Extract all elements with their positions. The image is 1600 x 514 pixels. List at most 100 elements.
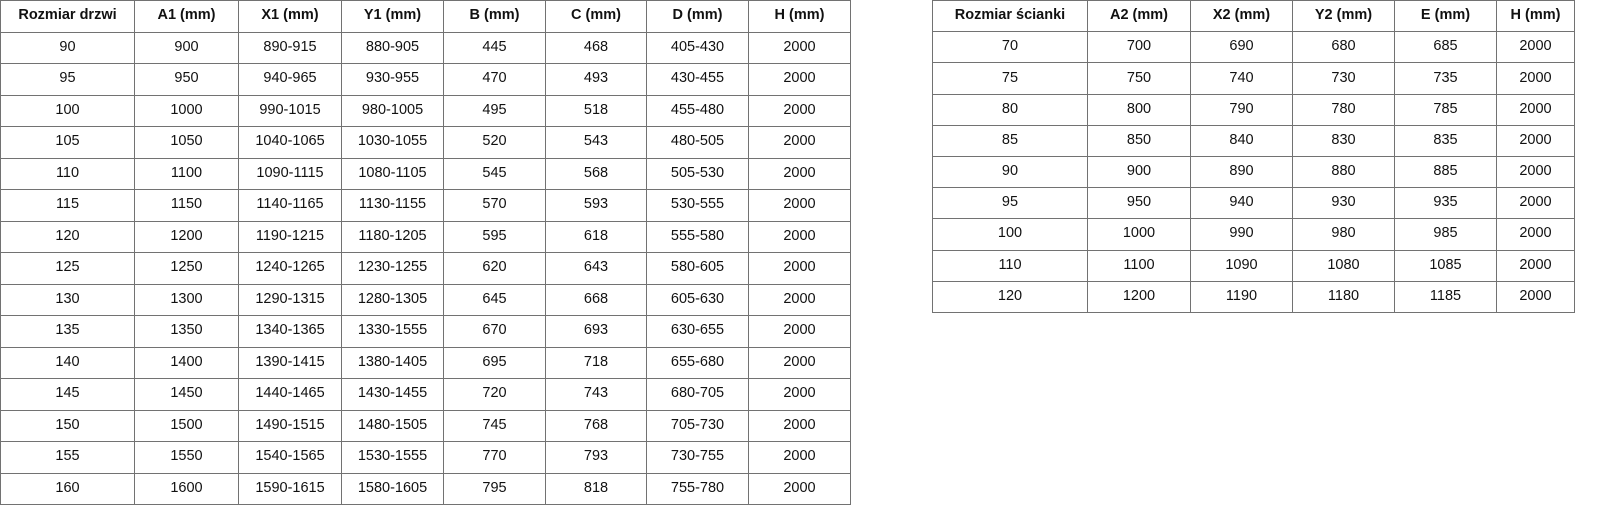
cell-a2: 950: [1087, 187, 1191, 220]
cell-c: 593: [545, 189, 647, 222]
cell-x2: 890: [1190, 155, 1293, 189]
cell-a1: 1100: [134, 157, 239, 190]
cell-h: 2000: [748, 126, 851, 159]
table-header-row: Rozmiar drzwi A1 (mm) X1 (mm) Y1 (mm) B …: [0, 0, 851, 33]
cell-a2: 800: [1087, 93, 1191, 126]
cell-size: 160: [0, 472, 135, 505]
table-row: 135 1350 1340-1365 1330-1555 670 693 630…: [0, 315, 851, 348]
cell-x1: 1490-1515: [238, 409, 342, 442]
column-header-b: B (mm): [443, 0, 546, 33]
cell-d: 480-505: [646, 126, 749, 159]
cell-c: 518: [545, 94, 647, 127]
cell-y2: 730: [1292, 62, 1395, 95]
cell-a2: 1200: [1087, 280, 1191, 313]
cell-x2: 840: [1190, 124, 1293, 157]
cell-y1: 1580-1605: [341, 472, 444, 505]
cell-d: 505-530: [646, 157, 749, 190]
cell-e: 685: [1394, 31, 1497, 64]
cell-b: 745: [443, 409, 546, 442]
cell-h: 2000: [748, 315, 851, 348]
cell-x1: 990-1015: [238, 94, 342, 127]
cell-h: 2000: [748, 472, 851, 505]
table-row: 80 800 790 780 785 2000: [932, 93, 1575, 126]
column-header-c: C (mm): [545, 0, 647, 33]
column-header-h: H (mm): [1496, 0, 1575, 33]
cell-y1: 1130-1155: [341, 189, 444, 222]
cell-e: 1185: [1394, 280, 1497, 313]
table-row: 160 1600 1590-1615 1580-1605 795 818 755…: [0, 472, 851, 505]
cell-h: 2000: [748, 189, 851, 222]
cell-x2: 1190: [1190, 280, 1293, 313]
cell-b: 445: [443, 31, 546, 64]
cell-h: 2000: [1496, 218, 1575, 251]
column-header-d: D (mm): [646, 0, 749, 33]
cell-y2: 980: [1292, 218, 1395, 251]
cell-a2: 850: [1087, 124, 1191, 157]
cell-a1: 1000: [134, 94, 239, 127]
cell-b: 545: [443, 157, 546, 190]
cell-y2: 680: [1292, 31, 1395, 64]
cell-y1: 1180-1205: [341, 220, 444, 253]
cell-b: 795: [443, 472, 546, 505]
cell-size: 85: [932, 124, 1088, 157]
cell-a1: 1350: [134, 315, 239, 348]
cell-y1: 980-1005: [341, 94, 444, 127]
cell-x1: 1590-1615: [238, 472, 342, 505]
cell-x1: 890-915: [238, 31, 342, 64]
cell-y1: 930-955: [341, 63, 444, 96]
column-header-h: H (mm): [748, 0, 851, 33]
cell-y1: 1330-1555: [341, 315, 444, 348]
cell-a1: 1450: [134, 378, 239, 411]
cell-a1: 1500: [134, 409, 239, 442]
cell-a1: 1050: [134, 126, 239, 159]
cell-x1: 1090-1115: [238, 157, 342, 190]
cell-y1: 1530-1555: [341, 441, 444, 474]
cell-size: 140: [0, 346, 135, 379]
cell-size: 155: [0, 441, 135, 474]
cell-size: 105: [0, 126, 135, 159]
cell-a2: 700: [1087, 31, 1191, 64]
table-row: 105 1050 1040-1065 1030-1055 520 543 480…: [0, 126, 851, 159]
cell-size: 100: [932, 218, 1088, 251]
cell-h: 2000: [748, 346, 851, 379]
table-row: 120 1200 1190-1215 1180-1205 595 618 555…: [0, 220, 851, 253]
cell-h: 2000: [1496, 93, 1575, 126]
table-row: 150 1500 1490-1515 1480-1505 745 768 705…: [0, 409, 851, 442]
cell-h: 2000: [1496, 280, 1575, 313]
cell-h: 2000: [748, 94, 851, 127]
cell-h: 2000: [748, 283, 851, 316]
cell-x1: 940-965: [238, 63, 342, 96]
column-header-a1: A1 (mm): [134, 0, 239, 33]
cell-size: 115: [0, 189, 135, 222]
column-header-x2: X2 (mm): [1190, 0, 1293, 33]
cell-x2: 940: [1190, 187, 1293, 220]
cell-d: 680-705: [646, 378, 749, 411]
cell-y1: 880-905: [341, 31, 444, 64]
cell-c: 543: [545, 126, 647, 159]
cell-h: 2000: [748, 63, 851, 96]
cell-h: 2000: [748, 31, 851, 64]
cell-b: 570: [443, 189, 546, 222]
cell-b: 595: [443, 220, 546, 253]
column-header-e: E (mm): [1394, 0, 1497, 33]
cell-a1: 950: [134, 63, 239, 96]
cell-y2: 1180: [1292, 280, 1395, 313]
cell-x1: 1240-1265: [238, 252, 342, 285]
cell-d: 730-755: [646, 441, 749, 474]
cell-x1: 1390-1415: [238, 346, 342, 379]
cell-h: 2000: [1496, 249, 1575, 282]
cell-size: 120: [932, 280, 1088, 313]
cell-e: 735: [1394, 62, 1497, 95]
cell-d: 405-430: [646, 31, 749, 64]
cell-x2: 1090: [1190, 249, 1293, 282]
cell-d: 630-655: [646, 315, 749, 348]
cell-c: 668: [545, 283, 647, 316]
cell-e: 1085: [1394, 249, 1497, 282]
cell-c: 643: [545, 252, 647, 285]
cell-a1: 1300: [134, 283, 239, 316]
cell-size: 125: [0, 252, 135, 285]
cell-x1: 1340-1365: [238, 315, 342, 348]
cell-h: 2000: [748, 378, 851, 411]
wall-table-body: 70 700 690 680 685 2000 75 750 740 730 7…: [932, 31, 1575, 313]
cell-x1: 1540-1565: [238, 441, 342, 474]
